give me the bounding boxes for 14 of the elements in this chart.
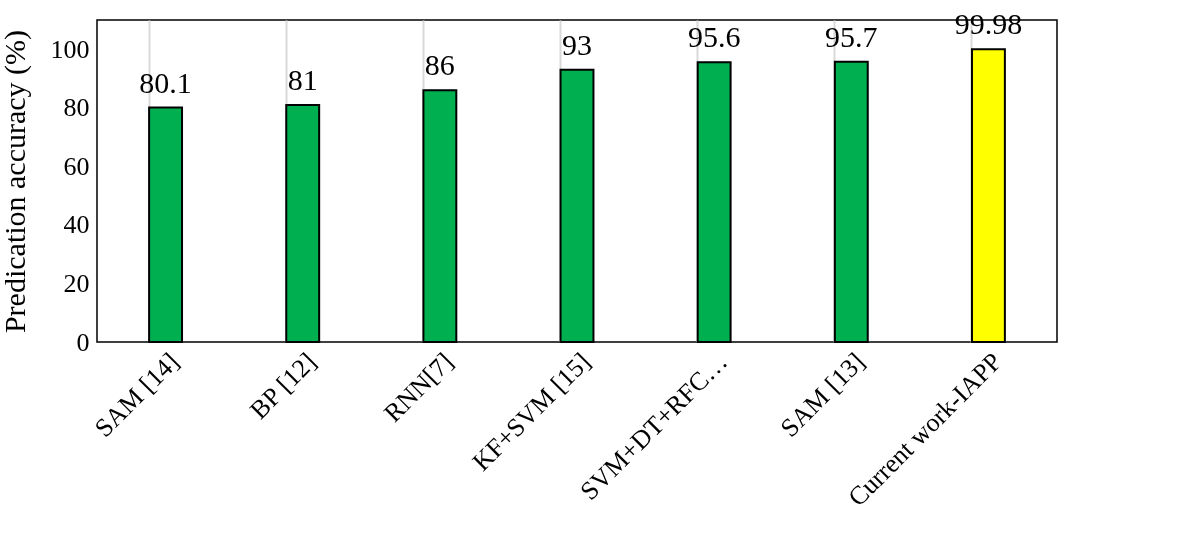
x-tick-label: BP [12] (244, 347, 322, 425)
y-axis-title: Predication accuracy (%) (0, 29, 32, 334)
data-label: 86 (424, 48, 455, 82)
y-tick-label: 0 (76, 327, 90, 357)
y-tick-label: 80 (63, 93, 90, 123)
y-tick-label: 40 (63, 210, 90, 240)
data-label: 95.7 (825, 19, 878, 53)
y-tick-label: 100 (50, 34, 90, 64)
data-label: 80.1 (139, 65, 192, 99)
data-label: 93 (562, 27, 592, 61)
data-label: 95.6 (687, 20, 741, 54)
y-tick-label: 60 (63, 151, 90, 181)
data-label: 81 (287, 62, 318, 96)
y-tick-label: 20 (63, 268, 90, 298)
